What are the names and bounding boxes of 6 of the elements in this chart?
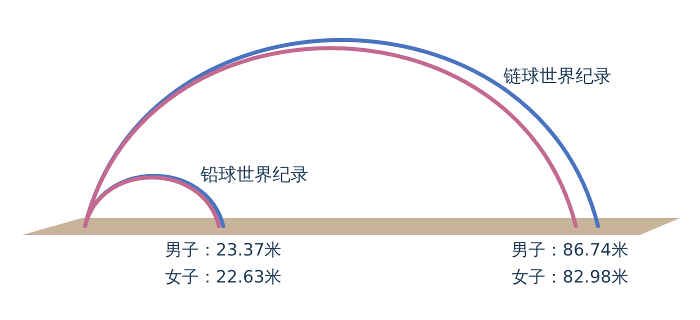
data-label: 女子：82.98米	[512, 267, 628, 288]
data-label: 女子：22.63米	[164, 267, 282, 288]
category-label: 铅球世界纪录	[200, 164, 309, 186]
category-label: 链球世界纪录	[502, 66, 612, 87]
data-label: 男子：86.74米	[512, 240, 628, 260]
data-label: 男子：23.37米	[164, 240, 282, 260]
